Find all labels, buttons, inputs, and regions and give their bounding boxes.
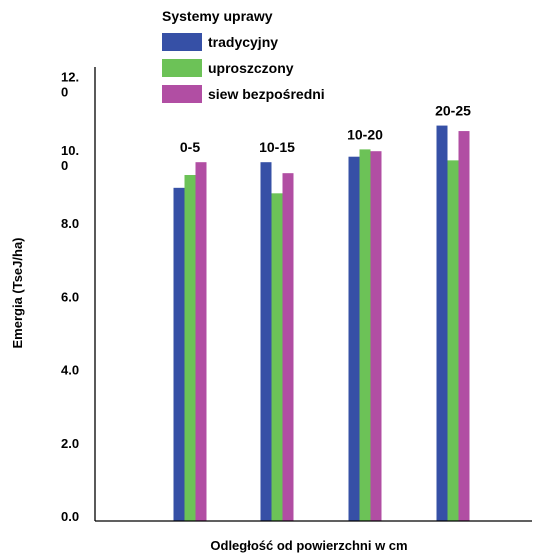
bars <box>173 125 470 522</box>
y-tick-label-line: 6.0 <box>61 289 79 304</box>
legend: Systemy uprawy tradycyjny uproszczony siew… <box>162 8 325 103</box>
category-label: 10-20 <box>347 126 383 142</box>
legend-label: tradycyjny <box>208 34 278 50</box>
y-tick-label: 8.0 <box>61 216 79 231</box>
y-tick-label-line: 2.0 <box>61 436 79 451</box>
bar-10-20-siew-bezpośredni <box>370 151 382 522</box>
y-tick-label-line: 0 <box>61 85 68 100</box>
y-tick-label: 6.0 <box>61 289 79 304</box>
bar-10-20-uproszczony <box>359 149 371 521</box>
bar-10-15-siew-bezpośredni <box>282 173 294 521</box>
y-tick-label: 0.0 <box>61 509 79 524</box>
bar-10-15-uproszczony <box>271 193 283 521</box>
legend-swatch <box>162 33 202 51</box>
y-axis: 0.02.04.06.08.010. 012. 0 <box>61 67 96 524</box>
category-labels: 0-5 10-15 10-20 20-25 <box>180 103 471 156</box>
y-tick-label: 12. 0 <box>61 70 79 100</box>
bar-0-5-siew-bezpośredni <box>195 162 207 521</box>
bar-20-25-uproszczony <box>447 160 459 521</box>
y-tick-label: 10. 0 <box>61 143 79 173</box>
bar-10-20-tradycyjny <box>348 156 360 522</box>
legend-swatch <box>162 85 202 103</box>
x-axis-label: Odległość od powierzchni w cm <box>210 538 407 553</box>
y-tick-label-line: 0.0 <box>61 509 79 524</box>
legend-title: Systemy uprawy <box>162 8 273 24</box>
y-tick-label-line: 0 <box>61 158 68 173</box>
legend-label: siew bezpośredni <box>208 86 325 102</box>
legend-swatch <box>162 59 202 77</box>
y-tick-label: 2.0 <box>61 436 79 451</box>
category-label: 20-25 <box>435 103 471 119</box>
y-tick-label-line: 8.0 <box>61 216 79 231</box>
bar-20-25-tradycyjny <box>436 125 448 522</box>
legend-label: uproszczony <box>208 60 294 76</box>
category-label: 0-5 <box>180 139 200 155</box>
bar-0-5-tradycyjny <box>173 187 185 522</box>
y-tick-label-line: 10. <box>61 143 79 158</box>
bar-20-25-siew-bezpośredni <box>458 131 470 522</box>
y-tick-label: 4.0 <box>61 363 79 378</box>
y-tick-label-line: 4.0 <box>61 363 79 378</box>
bar-10-15-tradycyjny <box>260 162 272 521</box>
y-tick-label-line: 12. <box>61 70 79 85</box>
bar-0-5-uproszczony <box>184 175 196 522</box>
category-label: 10-15 <box>259 139 295 155</box>
y-axis-label: Emergia (TseJ/ha) <box>10 237 25 348</box>
